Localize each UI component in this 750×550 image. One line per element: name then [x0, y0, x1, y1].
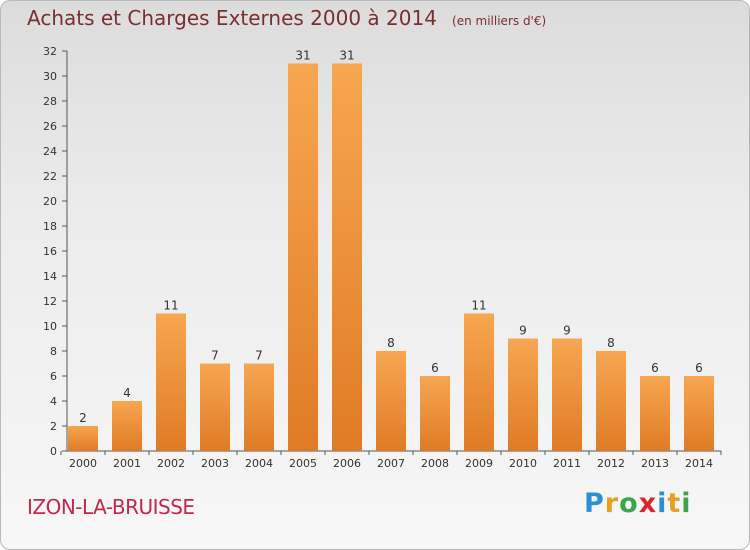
- bar-value-label: 7: [211, 349, 219, 363]
- y-tick-label: 12: [43, 295, 57, 308]
- bar: [376, 351, 406, 451]
- bar-value-label: 11: [163, 299, 178, 313]
- bar: [508, 338, 538, 451]
- bar-value-label: 8: [607, 336, 615, 350]
- bar: [552, 338, 582, 451]
- bar-value-label: 4: [123, 386, 131, 400]
- y-tick-label: 26: [43, 120, 57, 133]
- x-tick-label: 2002: [157, 457, 185, 470]
- logo-letter: t: [667, 488, 682, 519]
- y-tick-label: 28: [43, 95, 57, 108]
- x-tick-label: 2011: [553, 457, 581, 470]
- y-tick-label: 24: [43, 145, 57, 158]
- logo-letter: x: [638, 488, 658, 519]
- x-tick-label: 2006: [333, 457, 361, 470]
- bar: [288, 63, 318, 451]
- x-tick-label: 2000: [69, 457, 97, 470]
- bar-value-label: 9: [519, 324, 527, 338]
- bar: [332, 63, 362, 451]
- bar-value-label: 6: [431, 361, 439, 375]
- logo-letter: r: [604, 488, 620, 519]
- y-tick-label: 10: [43, 320, 57, 333]
- y-tick-label: 2: [50, 420, 57, 433]
- logo-letter: i: [681, 488, 692, 519]
- chart-title: Achats et Charges Externes 2000 à 2014: [27, 6, 437, 30]
- chart-subtitle: (en milliers d'€): [452, 14, 547, 28]
- bar-value-label: 8: [387, 336, 395, 350]
- y-tick-label: 30: [43, 70, 57, 83]
- y-tick-label: 20: [43, 195, 57, 208]
- y-tick-label: 14: [43, 270, 57, 283]
- bar-value-label: 31: [339, 49, 354, 63]
- y-tick-label: 8: [50, 345, 57, 358]
- x-tick-label: 2005: [289, 457, 317, 470]
- bar: [200, 363, 230, 451]
- bar: [244, 363, 274, 451]
- x-tick-label: 2003: [201, 457, 229, 470]
- bar-value-label: 2: [79, 411, 87, 425]
- bar: [68, 426, 98, 451]
- logo-letter: P: [584, 488, 605, 519]
- y-tick-label: 22: [43, 170, 57, 183]
- y-tick-label: 16: [43, 245, 57, 258]
- bar: [156, 313, 186, 451]
- bar-value-label: 6: [651, 361, 659, 375]
- y-tick-label: 32: [43, 45, 57, 58]
- x-tick-label: 2008: [421, 457, 449, 470]
- y-tick-label: 0: [50, 445, 57, 458]
- x-tick-label: 2010: [509, 457, 537, 470]
- bar: [684, 376, 714, 451]
- logo-letter: o: [619, 488, 639, 519]
- bar-value-label: 6: [695, 361, 703, 375]
- x-tick-label: 2014: [685, 457, 713, 470]
- x-tick-label: 2001: [113, 457, 141, 470]
- proxiti-logo[interactable]: Proxiti: [584, 488, 692, 519]
- bar: [640, 376, 670, 451]
- bar: [112, 401, 142, 451]
- x-tick-label: 2007: [377, 457, 405, 470]
- y-tick-label: 18: [43, 220, 57, 233]
- bar-value-label: 11: [471, 299, 486, 313]
- bar-value-label: 7: [255, 349, 263, 363]
- place-name: IZON-LA-BRUISSE: [27, 495, 195, 519]
- x-tick-label: 2013: [641, 457, 669, 470]
- bar-value-label: 31: [295, 49, 310, 63]
- bar: [596, 351, 626, 451]
- bar-value-label: 9: [563, 324, 571, 338]
- bar: [464, 313, 494, 451]
- y-tick-label: 4: [50, 395, 57, 408]
- y-tick-label: 6: [50, 370, 57, 383]
- x-tick-label: 2009: [465, 457, 493, 470]
- x-tick-label: 2004: [245, 457, 273, 470]
- x-tick-label: 2012: [597, 457, 625, 470]
- chart-header: Achats et Charges Externes 2000 à 2014 (…: [27, 6, 546, 30]
- logo-letter: i: [657, 488, 668, 519]
- bar: [420, 376, 450, 451]
